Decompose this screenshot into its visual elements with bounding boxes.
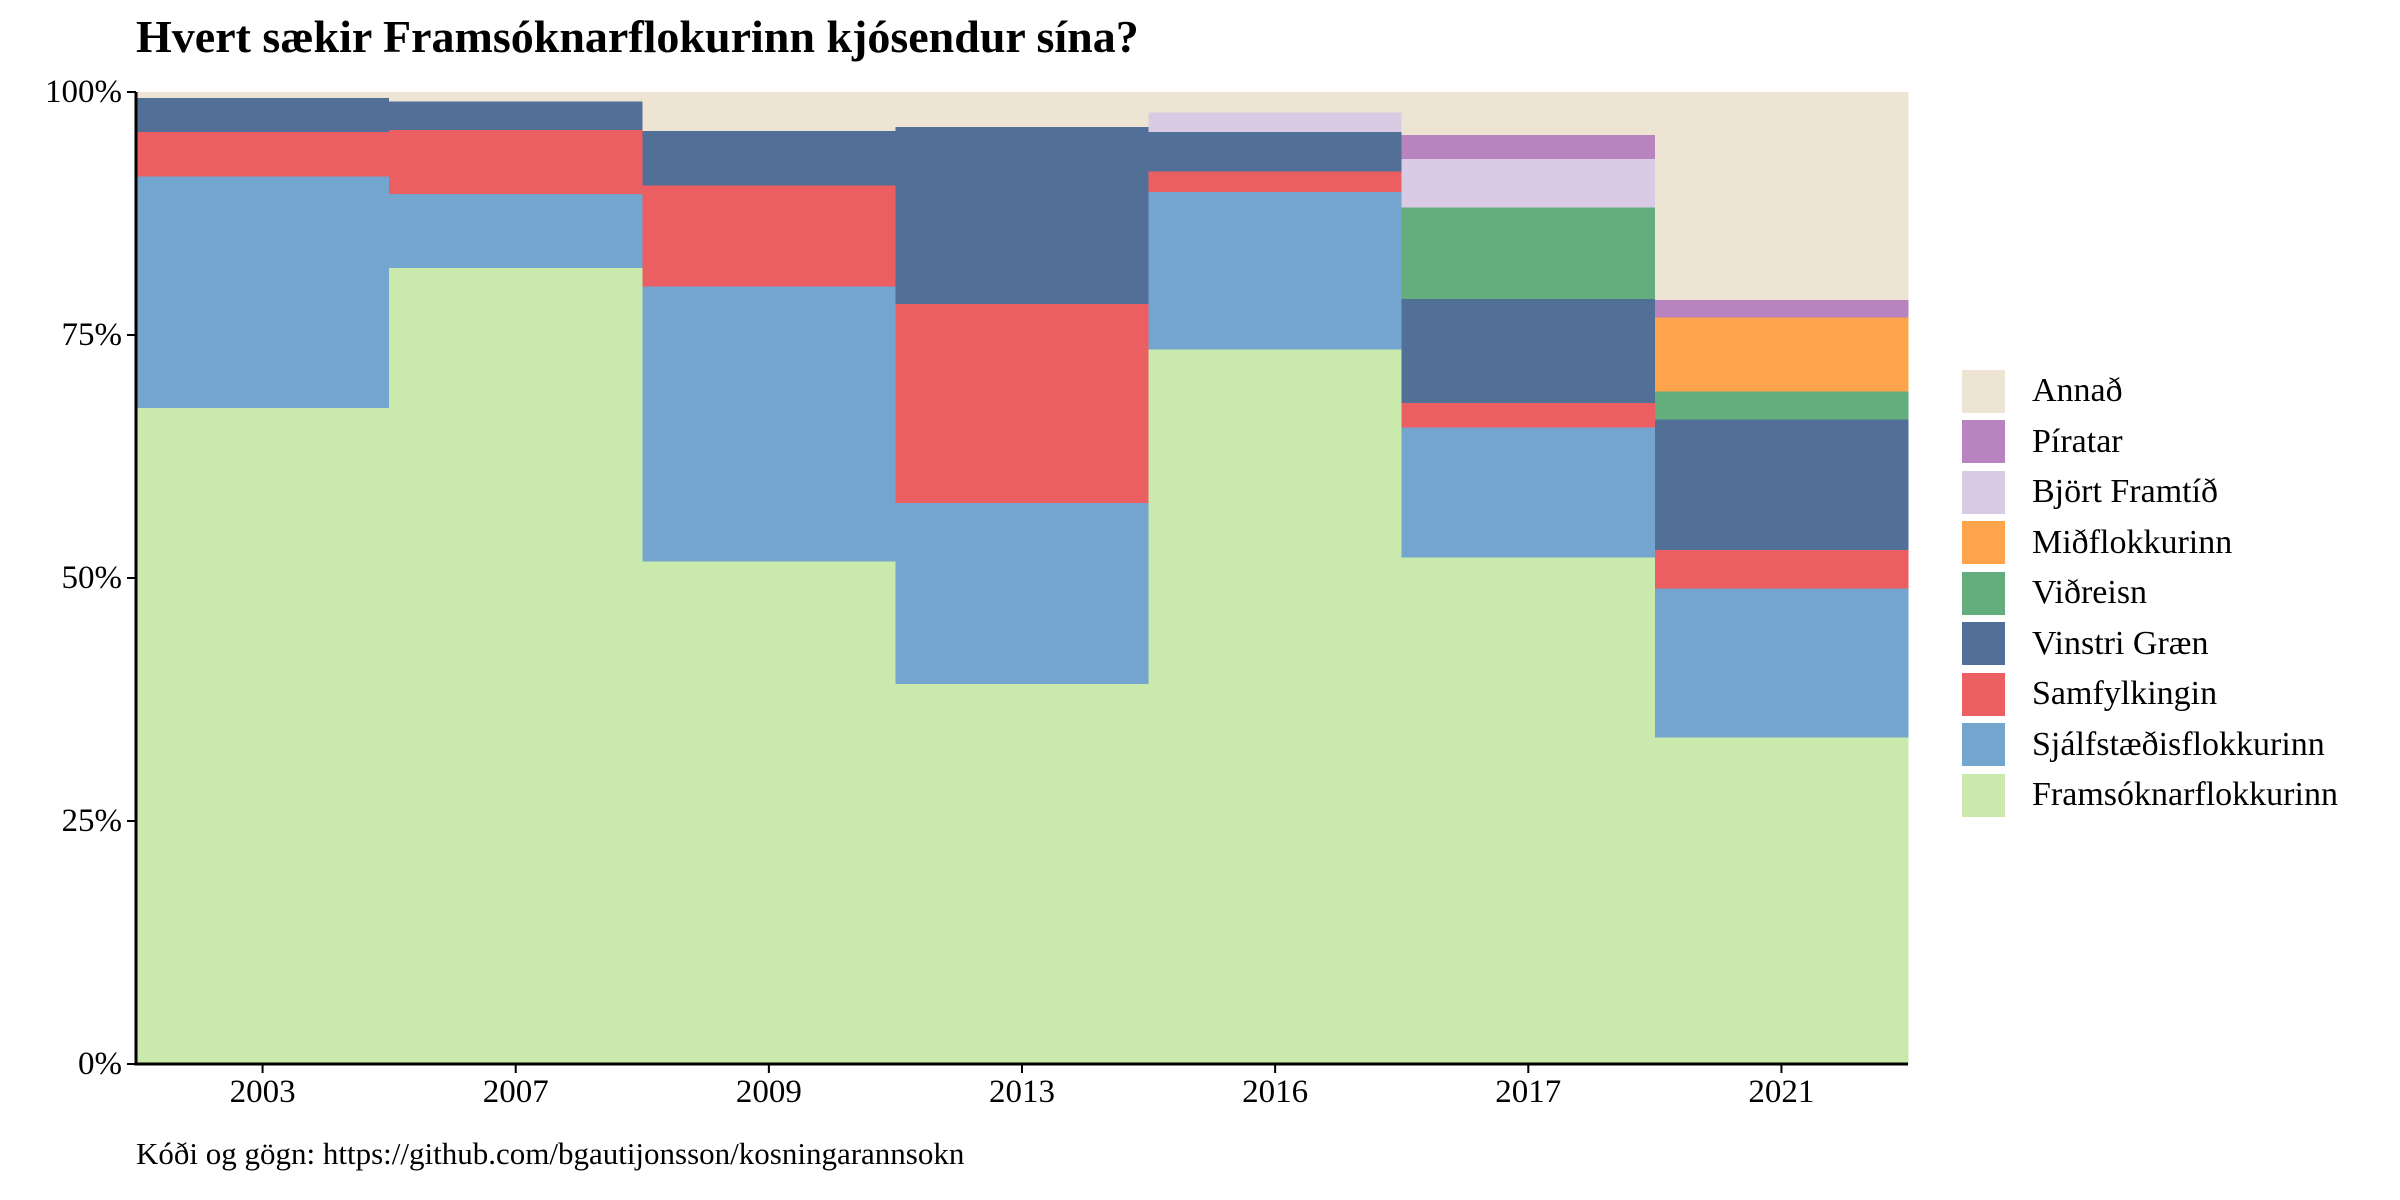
bar-segment-sjalfstaedisflokkurinn-2003 [136, 176, 390, 408]
legend-item-bjort-framtid: Björt Framtíð [1962, 467, 2338, 518]
legend-label: Samfylkingin [2032, 675, 2218, 713]
bar-segment-vidreisn-2017 [1401, 207, 1656, 300]
legend-swatch [1962, 622, 2005, 666]
legend-swatch [1962, 723, 2005, 767]
legend-swatch [1962, 672, 2005, 716]
bars-layer [136, 92, 1909, 1065]
legend-label: Sjálfstæðisflokkurinn [2032, 725, 2325, 763]
bar-segment-sjalfstaedisflokkurinn-2009 [642, 286, 897, 562]
bar-segment-annad-2007 [389, 92, 643, 102]
legend-label: Viðreisn [2032, 574, 2148, 612]
axes-layer: 0% 25% 50% 75% 100% 2003 2007 2009 2013 2016 2017 2… [45, 74, 1908, 1110]
bar-segment-vinstri-graen-2013 [895, 126, 1150, 304]
legend-label: Annað [2032, 372, 2123, 410]
legend-swatch [1962, 571, 2005, 615]
bar-segment-samfylkingin-2007 [389, 129, 643, 195]
bar-segment-midflokkurinn-2021 [1654, 317, 1909, 392]
source-caption: Kóði og gögn: https://github.com/bgautij… [136, 1136, 965, 1171]
legend-swatch [1962, 369, 2005, 413]
x-tick-label: 2003 [230, 1074, 296, 1110]
bar-segment-samfylkingin-2021 [1654, 549, 1909, 589]
bar-segment-piratar-2021 [1654, 300, 1909, 318]
bar-segment-bjort-framtid-2016 [1148, 112, 1403, 132]
legend-swatch [1962, 521, 2005, 565]
legend-label: Vinstri Græn [2032, 624, 2209, 662]
legend-item-vidreisn: Viðreisn [1962, 568, 2338, 619]
bar-segment-framsoknarflokkurinn-2013 [895, 683, 1150, 1064]
bar-segment-vidreisn-2021 [1654, 391, 1909, 420]
y-tick-label: 100% [45, 74, 122, 110]
bar-segment-annad-2017 [1401, 92, 1656, 135]
bar-segment-framsoknarflokkurinn-2007 [389, 267, 643, 1064]
bar-segment-vinstri-graen-2017 [1401, 299, 1656, 404]
bar-segment-annad-2013 [895, 92, 1150, 127]
legend-item-piratar: Píratar [1962, 417, 2338, 468]
legend-swatch [1962, 470, 2005, 514]
bar-segment-samfylkingin-2009 [642, 185, 897, 287]
bar-segment-sjalfstaedisflokkurinn-2017 [1401, 427, 1656, 558]
bar-segment-samfylkingin-2013 [895, 303, 1150, 504]
bar-segment-samfylkingin-2016 [1148, 171, 1403, 193]
y-tick-label: 75% [62, 317, 123, 353]
bar-segment-samfylkingin-2017 [1401, 403, 1656, 428]
legend-item-midflokkurinn: Miðflokkurinn [1962, 518, 2338, 569]
bar-segment-vinstri-graen-2016 [1148, 131, 1403, 172]
bar-segment-piratar-2017 [1401, 134, 1656, 160]
legend-swatch [1962, 420, 2005, 464]
legend-label: Framsóknarflokkurinn [2032, 776, 2338, 814]
bar-segment-framsoknarflokkurinn-2016 [1148, 349, 1403, 1065]
legend-swatch [1962, 773, 2005, 817]
bar-segment-framsoknarflokkurinn-2021 [1654, 737, 1909, 1064]
legend-item-sjalfstaedisflokkurinn: Sjálfstæðisflokkurinn [1962, 720, 2338, 771]
bar-segment-annad-2009 [642, 92, 897, 131]
bar-segment-bjort-framtid-2017 [1401, 159, 1656, 208]
bar-segment-sjalfstaedisflokkurinn-2013 [895, 503, 1150, 684]
x-tick-label: 2016 [1242, 1074, 1308, 1110]
bar-segment-sjalfstaedisflokkurinn-2016 [1148, 192, 1403, 350]
legend-label: Miðflokkurinn [2032, 523, 2233, 561]
bar-segment-annad-2003 [136, 92, 390, 98]
bar-segment-vinstri-graen-2009 [642, 130, 897, 186]
x-tick-label: 2017 [1495, 1074, 1561, 1110]
x-tick-label: 2021 [1748, 1074, 1814, 1110]
legend-label: Píratar [2032, 422, 2123, 460]
legend-item-vinstri-graen: Vinstri Græn [1962, 619, 2338, 670]
x-tick-label: 2013 [989, 1074, 1055, 1110]
legend-item-framsoknarflokkurinn: Framsóknarflokkurinn [1962, 770, 2338, 821]
y-tick-label: 0% [78, 1046, 122, 1082]
bar-segment-sjalfstaedisflokkurinn-2021 [1654, 588, 1909, 738]
bar-segment-vinstri-graen-2003 [136, 97, 390, 132]
y-tick-label: 50% [62, 560, 123, 596]
bar-segment-annad-2016 [1148, 92, 1403, 113]
chart-title: Hvert sækir Framsóknarflokurinn kjósendu… [136, 11, 1139, 62]
x-tick-label: 2007 [483, 1074, 549, 1110]
bar-segment-annad-2021 [1654, 92, 1909, 301]
legend-item-annad: Annað [1962, 366, 2338, 417]
legend-label: Björt Framtíð [2032, 473, 2219, 511]
x-tick-label: 2009 [736, 1074, 802, 1110]
y-tick-label: 25% [62, 803, 123, 839]
bar-segment-vinstri-graen-2021 [1654, 419, 1909, 550]
bar-segment-vinstri-graen-2007 [389, 101, 643, 130]
bar-segment-samfylkingin-2003 [136, 131, 390, 177]
legend-item-samfylkingin: Samfylkingin [1962, 669, 2338, 720]
legend: Annað Píratar Björt Framtíð Miðflokkurinn Vi… [1962, 366, 2338, 821]
bar-segment-sjalfstaedisflokkurinn-2007 [389, 194, 643, 268]
bar-segment-framsoknarflokkurinn-2003 [136, 407, 390, 1064]
bar-segment-framsoknarflokkurinn-2017 [1401, 557, 1656, 1064]
bar-segment-framsoknarflokkurinn-2009 [642, 561, 897, 1064]
